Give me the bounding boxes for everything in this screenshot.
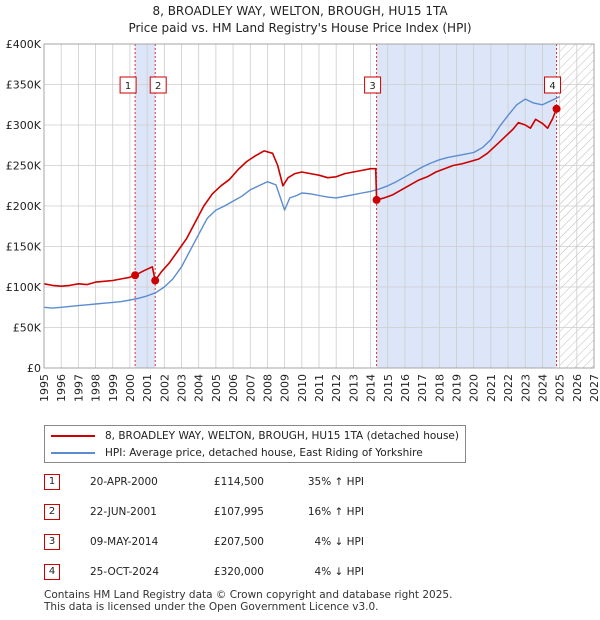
transaction-badge: 1 (44, 474, 60, 490)
legend-label-property: 8, BROADLEY WAY, WELTON, BROUGH, HU15 1T… (105, 430, 459, 442)
x-tick-label: 2001 (141, 374, 154, 402)
x-tick-label: 2023 (519, 374, 532, 402)
footer-copyright: Contains HM Land Registry data © Crown c… (44, 589, 453, 601)
transaction-price: £207,500 (213, 536, 264, 548)
x-tick-label: 2026 (571, 374, 584, 402)
x-tick-label: 2008 (261, 374, 274, 402)
footer: Contains HM Land Registry data © Crown c… (44, 589, 452, 613)
x-tick-label: 1999 (107, 374, 120, 402)
y-tick-label: £250K (6, 160, 42, 173)
x-tick-label: 2002 (158, 374, 171, 402)
price-chart: 1 2 3 4 £0 £50K £100K £150K £200K £250K £300K £350K… (6, 38, 600, 402)
marker-label: 4 (549, 81, 555, 92)
table-row: 1 20-APR-2000 £114,500 35% ↑ HPI (44, 474, 584, 492)
legend-item-property: 8, BROADLEY WAY, WELTON, BROUGH, HU15 1T… (51, 428, 459, 444)
x-tick-label: 2011 (313, 374, 326, 402)
transaction-price: £107,995 (213, 506, 264, 518)
transaction-badge: 3 (44, 534, 60, 550)
legend-swatch-hpi (51, 452, 95, 454)
x-tick-label: 2005 (210, 374, 223, 402)
plot-frame (43, 43, 595, 369)
x-tick-label: 2015 (382, 374, 395, 402)
y-tick-label: £100K (6, 281, 42, 294)
series-line-hpi (43, 95, 560, 309)
x-tick-label: 2016 (399, 374, 412, 402)
marker-box (544, 76, 562, 94)
marker-label: 1 (125, 81, 131, 92)
x-tick-label: 2027 (588, 374, 600, 402)
y-tick-label: £200K (6, 200, 42, 213)
x-tick-label: 1997 (72, 374, 85, 402)
chart-title-line2: Price paid vs. HM Land Registry's House … (128, 21, 472, 35)
transaction-date: 22-JUN-2001 (90, 506, 157, 518)
x-tick-label: 2004 (193, 374, 206, 402)
sale-point (151, 276, 160, 285)
x-tick-label: 2017 (416, 374, 429, 402)
x-tick-label: 2024 (536, 374, 549, 402)
sale-point (131, 271, 140, 280)
transaction-hpi-delta: 35% ↑ HPI (307, 476, 364, 488)
transaction-date: 25-OCT-2024 (90, 566, 159, 578)
table-row: 4 25-OCT-2024 £320,000 4% ↓ HPI (44, 564, 584, 582)
x-tick-label: 2025 (554, 374, 567, 402)
x-tick-label: 2010 (296, 374, 309, 402)
transaction-badge: 2 (44, 504, 60, 520)
sale-point (552, 104, 561, 113)
chart-title-line1: 8, BROADLEY WAY, WELTON, BROUGH, HU15 1T… (152, 4, 448, 18)
x-tick-label: 2018 (433, 374, 446, 402)
x-tick-label: 2019 (451, 374, 464, 402)
x-tick-label: 2014 (365, 374, 378, 402)
x-tick-label: 2009 (279, 374, 292, 402)
footer-license: This data is licensed under the Open Gov… (44, 601, 379, 613)
x-tick-label: 2003 (176, 374, 189, 402)
x-tick-label: 1995 (38, 374, 51, 402)
x-tick-label: 2007 (244, 374, 257, 402)
sale-point (372, 195, 381, 204)
legend-swatch-property (51, 435, 95, 437)
x-tick-label: 2012 (330, 374, 343, 402)
y-tick-label: £50K (13, 322, 42, 335)
transaction-hpi-delta: 4% ↓ HPI (314, 566, 364, 578)
x-tick-label: 2021 (485, 374, 498, 402)
transaction-price: £320,000 (213, 566, 264, 578)
transaction-date: 09-MAY-2014 (90, 536, 159, 548)
marker-box (149, 76, 167, 94)
marker-label: 3 (369, 81, 375, 92)
transaction-hpi-delta: 4% ↓ HPI (314, 536, 364, 548)
x-tick-label: 2013 (347, 374, 360, 402)
table-row: 3 09-MAY-2014 £207,500 4% ↓ HPI (44, 534, 584, 552)
x-tick-label: 2000 (124, 374, 137, 402)
legend: 8, BROADLEY WAY, WELTON, BROUGH, HU15 1T… (44, 425, 466, 463)
transaction-date: 20-APR-2000 (90, 476, 158, 488)
legend-item-hpi: HPI: Average price, detached house, East… (51, 445, 423, 461)
y-tick-label: £300K (6, 119, 42, 132)
x-tick-label: 1998 (90, 374, 103, 402)
y-tick-label: £350K (6, 79, 42, 92)
y-tick-label: £150K (6, 241, 42, 254)
x-tick-label: 2020 (468, 374, 481, 402)
y-tick-label: £0 (27, 362, 41, 375)
transaction-badge: 4 (44, 564, 60, 580)
x-tick-label: 2006 (227, 374, 240, 402)
marker-label: 2 (155, 81, 161, 92)
y-tick-label: £400K (6, 38, 42, 51)
table-row: 2 22-JUN-2001 £107,995 16% ↑ HPI (44, 504, 584, 522)
transaction-price: £114,500 (213, 476, 264, 488)
x-tick-label: 2022 (502, 374, 515, 402)
legend-label-hpi: HPI: Average price, detached house, East… (105, 447, 423, 459)
marker-box (364, 76, 382, 94)
transaction-hpi-delta: 16% ↑ HPI (307, 506, 364, 518)
x-tick-label: 1996 (55, 374, 68, 402)
marker-box (119, 76, 137, 94)
